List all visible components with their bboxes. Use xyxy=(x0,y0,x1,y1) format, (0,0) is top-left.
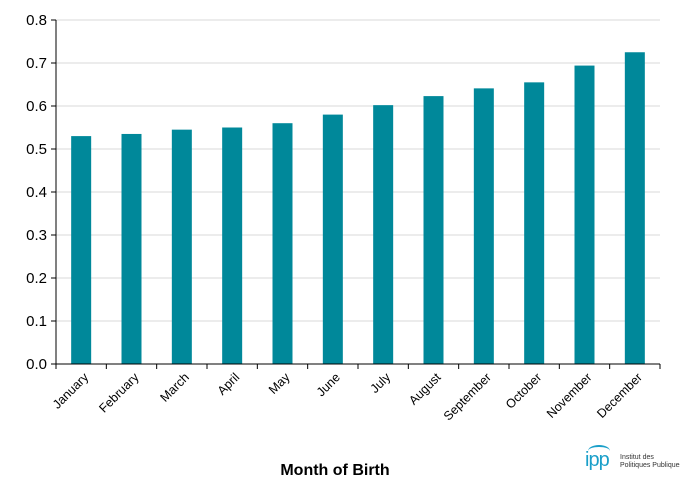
bar-june xyxy=(322,114,343,364)
y-tick-label: 0.0 xyxy=(26,356,47,373)
bar-july xyxy=(373,105,394,364)
x-tick-label: April xyxy=(215,370,243,398)
axes xyxy=(51,19,661,369)
y-tick-label: 0.8 xyxy=(26,12,47,29)
x-tick-label: December xyxy=(594,370,645,421)
y-tick-label: 0.5 xyxy=(26,141,47,158)
logo-text: Institut des Politiques Publiques xyxy=(620,454,680,470)
y-tick-label: 0.1 xyxy=(26,313,47,330)
y-tick-label: 0.3 xyxy=(26,227,47,244)
y-tick-label: 0.7 xyxy=(26,55,47,72)
x-axis-title: Month of Birth xyxy=(280,462,389,479)
bar-october xyxy=(524,82,545,364)
y-tick-label: 0.4 xyxy=(26,184,47,201)
logo-arc-icon xyxy=(588,445,610,457)
x-tick-label: June xyxy=(314,370,343,399)
x-tick-label: November xyxy=(544,370,595,421)
x-tick-label: May xyxy=(266,370,293,397)
bar-january xyxy=(71,136,92,364)
bar-march xyxy=(171,129,192,364)
logo-line2: Politiques Publiques xyxy=(620,462,680,469)
bar-april xyxy=(222,127,243,364)
x-tick-label: March xyxy=(157,370,191,404)
bar-may xyxy=(272,123,293,364)
x-tick-label: October xyxy=(503,370,544,411)
ipp-logo: ipp Institut des Politiques Publiques xyxy=(585,445,680,479)
x-tick-labels: January February March April May June July Augu… xyxy=(50,370,645,424)
y-tick-label: 0.6 xyxy=(26,98,47,115)
logo-line1: Institut des xyxy=(620,454,654,461)
bar-november xyxy=(574,65,595,364)
logo-mark: ipp xyxy=(585,449,610,471)
bar-september xyxy=(473,88,494,365)
x-tick-label: September xyxy=(441,370,494,423)
gridlines xyxy=(56,19,660,322)
bar-february xyxy=(121,133,142,364)
x-tick-label: January xyxy=(50,370,92,412)
x-tick-label: July xyxy=(368,370,394,396)
bar-august xyxy=(423,96,444,365)
x-tick-label: February xyxy=(96,370,142,416)
bar-december xyxy=(624,52,645,364)
y-tick-labels: 0.0 0.1 0.2 0.3 0.4 0.5 0.6 0.7 0.8 xyxy=(26,12,47,373)
y-tick-label: 0.2 xyxy=(26,270,47,287)
bars xyxy=(71,52,645,365)
x-tick-label: August xyxy=(406,370,444,408)
